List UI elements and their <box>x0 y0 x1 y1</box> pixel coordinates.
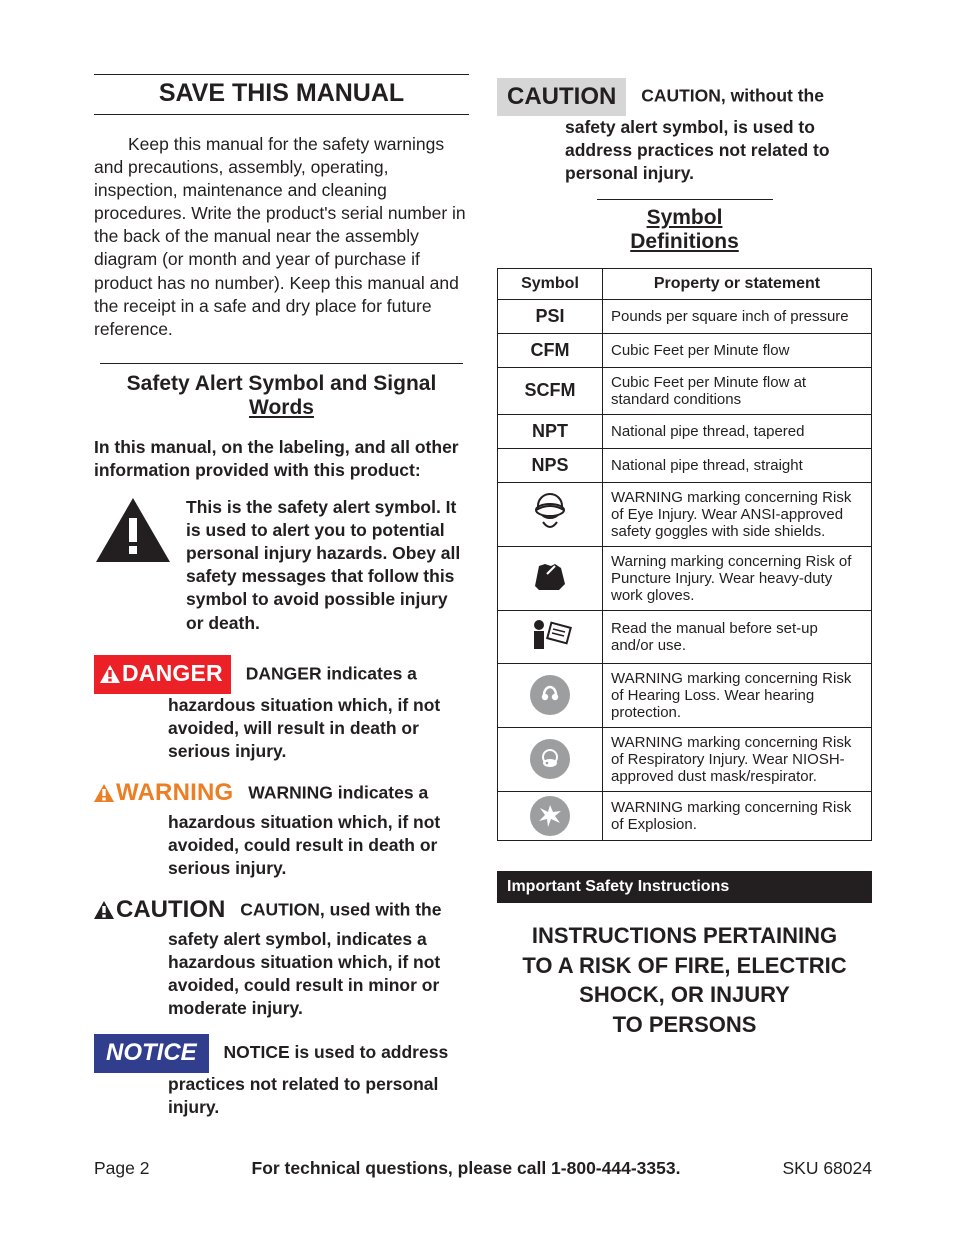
warning-block: WARNING WARNING indicates a hazardous si… <box>94 777 469 880</box>
safety-alert-triangle-icon <box>94 496 172 635</box>
symbol-cell: CFM <box>498 333 603 367</box>
warning-label: WARNING <box>116 779 233 806</box>
safety-alert-symbol-row: This is the safety alert symbol. It is u… <box>94 496 469 635</box>
symbol-cell: NPS <box>498 448 603 482</box>
table-row: NPS National pipe thread, straight <box>498 448 872 482</box>
caution-label: CAUTION <box>116 896 225 923</box>
safety-alert-heading-line2: Words <box>249 396 314 419</box>
alert-icon <box>100 660 120 690</box>
respirator-icon <box>498 727 603 791</box>
definition-cell: Read the manual before set-up and/or use… <box>603 610 872 663</box>
footer-sku: SKU 68024 <box>782 1158 872 1179</box>
notice-badge: NOTICE <box>94 1034 209 1073</box>
definition-cell: WARNING marking concerning Risk of Eye I… <box>603 482 872 546</box>
danger-block: DANGER DANGER indicates a hazardous situ… <box>94 655 469 764</box>
manual-page: SAVE THIS MANUAL Keep this manual for th… <box>0 0 954 1235</box>
safety-alert-description: This is the safety alert symbol. It is u… <box>186 496 469 635</box>
risk-line3: SHOCK, OR INJURY <box>579 982 790 1007</box>
table-row: SCFM Cubic Feet per Minute flow at stand… <box>498 367 872 414</box>
footer-phone: For technical questions, please call 1-8… <box>252 1158 681 1179</box>
notice-block: NOTICE NOTICE is used to address practic… <box>94 1034 469 1119</box>
safety-alert-heading-line1: Safety Alert Symbol and Signal <box>127 372 437 395</box>
table-row: Read the manual before set-up and/or use… <box>498 610 872 663</box>
read-manual-icon <box>498 610 603 663</box>
definition-cell: Pounds per square inch of pressure <box>603 299 872 333</box>
important-safety-instructions-bar: Important Safety Instructions <box>497 871 872 903</box>
table-row: PSI Pounds per square inch of pressure <box>498 299 872 333</box>
page-footer: Page 2 For technical questions, please c… <box>94 1158 872 1179</box>
alert-icon <box>94 779 114 811</box>
left-column: SAVE THIS MANUAL Keep this manual for th… <box>94 74 469 1133</box>
symbol-cell: SCFM <box>498 367 603 414</box>
caution-badge: CAUTION <box>94 894 225 928</box>
alert-icon <box>94 896 114 928</box>
footer-page-number: Page 2 <box>94 1158 149 1179</box>
table-row: WARNING marking concerning Risk of Explo… <box>498 791 872 840</box>
save-this-manual-title: SAVE THIS MANUAL <box>94 74 469 115</box>
symbol-cell: NPT <box>498 414 603 448</box>
definition-cell: Cubic Feet per Minute flow at standard c… <box>603 367 872 414</box>
save-this-manual-body: Keep this manual for the safety warnings… <box>94 133 469 341</box>
table-row: NPT National pipe thread, tapered <box>498 414 872 448</box>
definition-cell: Warning marking concerning Risk of Punct… <box>603 546 872 610</box>
hearing-protection-icon <box>498 663 603 727</box>
caution-block: CAUTION CAUTION, used with the safety al… <box>94 894 469 1020</box>
safety-alert-heading: Safety Alert Symbol and Signal Words <box>100 363 463 420</box>
risk-line2: TO A RISK OF FIRE, ELECTRIC <box>522 953 846 978</box>
risk-line4: TO PERSONS <box>613 1012 757 1037</box>
definition-cell: National pipe thread, straight <box>603 448 872 482</box>
symbol-definitions-table: Symbol Property or statement PSI Pounds … <box>497 268 872 841</box>
notice-text: NOTICE is used to address practices not … <box>168 1042 448 1117</box>
col-symbol-header: Symbol <box>498 268 603 299</box>
risk-line1: INSTRUCTIONS PERTAINING <box>532 923 837 948</box>
safety-lead-text: In this manual, on the labeling, and all… <box>94 436 469 482</box>
table-row: WARNING marking concerning Risk of Respi… <box>498 727 872 791</box>
col-property-header: Property or statement <box>603 268 872 299</box>
table-row: WARNING marking concerning Risk of Eye I… <box>498 482 872 546</box>
table-row: Warning marking concerning Risk of Punct… <box>498 546 872 610</box>
definition-cell: Cubic Feet per Minute flow <box>603 333 872 367</box>
danger-label: DANGER <box>122 660 223 686</box>
symbol-cell: PSI <box>498 299 603 333</box>
definition-cell: WARNING marking concerning Risk of Respi… <box>603 727 872 791</box>
definition-cell: WARNING marking concerning Risk of Heari… <box>603 663 872 727</box>
definition-cell: National pipe thread, tapered <box>603 414 872 448</box>
definition-cell: WARNING marking concerning Risk of Explo… <box>603 791 872 840</box>
danger-badge: DANGER <box>94 655 231 694</box>
table-row: WARNING marking concerning Risk of Heari… <box>498 663 872 727</box>
right-column: CAUTION CAUTION, without the safety aler… <box>497 74 872 1133</box>
two-column-layout: SAVE THIS MANUAL Keep this manual for th… <box>94 74 872 1133</box>
goggles-icon <box>498 482 603 546</box>
risk-instructions-heading: INSTRUCTIONS PERTAINING TO A RISK OF FIR… <box>497 921 872 1040</box>
warning-badge: WARNING <box>94 777 233 811</box>
table-row: CFM Cubic Feet per Minute flow <box>498 333 872 367</box>
table-header-row: Symbol Property or statement <box>498 268 872 299</box>
symbol-definitions-title: Symbol Definitions <box>597 199 773 254</box>
explosion-icon <box>498 791 603 840</box>
caution-plain-block: CAUTION CAUTION, without the safety aler… <box>497 78 872 185</box>
gloves-icon <box>498 546 603 610</box>
caution-plain-badge: CAUTION <box>497 78 626 116</box>
